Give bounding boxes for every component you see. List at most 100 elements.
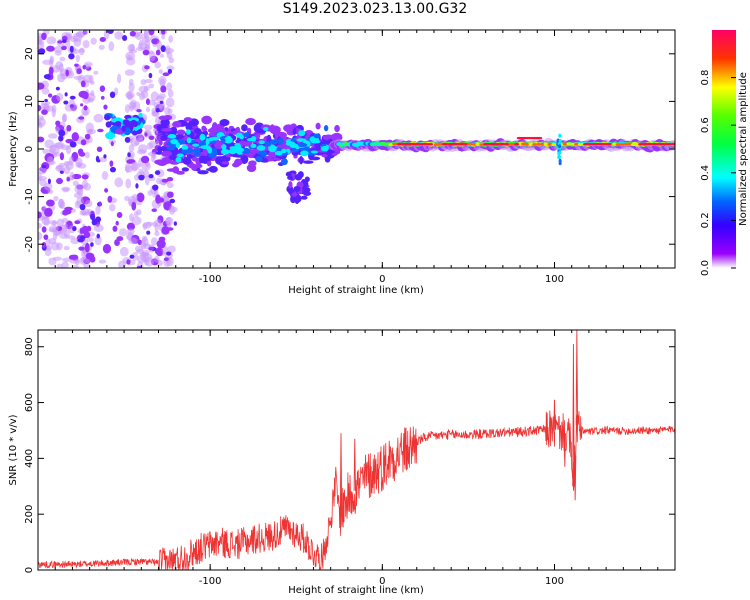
spectrogram-cell (38, 166, 47, 175)
spectrogram-cell (304, 176, 310, 183)
spectrogram-cell (310, 150, 318, 154)
spectrogram-cell (170, 139, 179, 145)
spectrogram-cell (100, 95, 105, 100)
spectrogram-cell (151, 208, 157, 213)
spectrogram-cell (82, 64, 87, 70)
spectrogram-cell (63, 100, 69, 105)
snr-spike (553, 399, 556, 431)
spectrogram-cell (148, 135, 155, 140)
spectrogram-cell (61, 39, 67, 44)
spectrogram-cell (239, 134, 244, 140)
spectrogram-cell (229, 148, 237, 155)
spectrogram-cell (141, 237, 149, 248)
spectrogram-cell (194, 119, 199, 126)
spectrogram-cell (168, 57, 175, 64)
spectrogram-cell (168, 205, 176, 215)
spectrogram-cell (155, 107, 160, 113)
spectrogram-cell (99, 37, 106, 42)
spectrogram-ytick-label: 10 (24, 95, 35, 108)
spectrogram-cell (82, 91, 89, 100)
spectrogram-cell (221, 161, 230, 165)
spectrogram-cell (330, 133, 342, 141)
spectrogram-cell (88, 97, 94, 103)
spectrogram-cell (262, 126, 269, 132)
snr-spike (563, 433, 566, 467)
spectrogram-cell (57, 40, 63, 44)
spectrogram-cell (68, 254, 78, 260)
spectrogram-cell (101, 171, 109, 180)
spectrogram-cell (157, 146, 163, 154)
snr-series (38, 330, 675, 570)
spectrogram-cell (61, 114, 67, 123)
spectrogram-cell (323, 124, 329, 132)
spectrogram-cell (234, 142, 241, 147)
snr-xtick-label: 0 (379, 576, 385, 587)
spectrogram-cell (181, 144, 189, 151)
spectrogram-cell (543, 142, 549, 146)
spectrogram-cell (313, 133, 321, 139)
spectrogram-cell (110, 141, 114, 147)
spectrogram-cell (315, 122, 321, 130)
spectrogram-cell (121, 125, 126, 132)
spectrogram-cell (163, 257, 169, 262)
spectrogram-cell (303, 191, 312, 196)
spectrogram-cell (135, 46, 146, 51)
spectrogram-cell (43, 216, 50, 226)
spectrogram-cell (142, 223, 148, 230)
spectrogram-cell (269, 125, 281, 135)
spectrogram-cell (48, 160, 56, 165)
spectrogram-cell (55, 120, 61, 127)
spectrogram-cell (173, 221, 177, 226)
spectrogram-cell (83, 182, 92, 191)
spectrogram-cell (558, 138, 562, 143)
spectrogram-cell (156, 239, 166, 249)
spectrogram-cell (207, 146, 213, 154)
spectrogram-cell (44, 98, 48, 103)
spectrogram-ytick-label: 0 (24, 146, 35, 152)
spectrogram-cell (38, 211, 42, 219)
spectrogram-cell (236, 147, 244, 153)
spectrogram-cell (551, 143, 557, 146)
spectrogram-cell (159, 100, 164, 105)
spectrogram-cell (193, 128, 202, 135)
spectrogram-cell (99, 85, 106, 92)
spectrogram-cell (310, 139, 321, 144)
spectrogram-cell (199, 133, 206, 141)
spectrogram-cell (76, 68, 82, 75)
spectrogram-cell (168, 35, 174, 43)
spectrogram-cell (131, 120, 139, 128)
spectrogram-cell (294, 173, 303, 181)
spectrogram-cell (122, 35, 128, 41)
spectrogram-cell (126, 259, 131, 265)
spectrogram-cell (122, 119, 130, 126)
spectrogram-cell (65, 69, 69, 77)
spectrogram-cell (56, 92, 64, 102)
spectrogram-cell (547, 142, 553, 146)
spectrogram-cell (140, 155, 150, 164)
spectrogram-cell (63, 245, 70, 251)
spectrogram-cell (41, 164, 47, 169)
spectrogram-cell (131, 193, 138, 202)
spectrogram-cell (84, 151, 90, 159)
spectrogram-cell (66, 176, 71, 182)
colorbar-gradient (712, 30, 736, 268)
spectrogram-cell (166, 227, 174, 231)
spectrogram-cell (129, 254, 135, 259)
snr-ylabel: SNR (10 * v/v) (8, 414, 19, 485)
spectrogram-cell (90, 90, 95, 97)
spectrogram-cell (208, 165, 218, 173)
spectrogram-cell (62, 210, 69, 216)
spectrogram-cell (268, 145, 277, 153)
spectrogram-cell (144, 38, 151, 49)
spectrogram-cell (42, 59, 53, 65)
spectrogram-cell (115, 220, 119, 226)
spectrogram-cell (138, 85, 149, 93)
spectrogram-cell (80, 80, 86, 88)
spectrogram-cell (136, 109, 142, 113)
spectrogram-cell (72, 264, 79, 268)
spectrogram-cell (64, 229, 71, 239)
snr-xlabel: Height of straight line (km) (288, 585, 424, 596)
spectrogram-cell (48, 66, 54, 76)
spectrogram-cell (77, 148, 84, 155)
spectrogram-cell (574, 142, 580, 146)
